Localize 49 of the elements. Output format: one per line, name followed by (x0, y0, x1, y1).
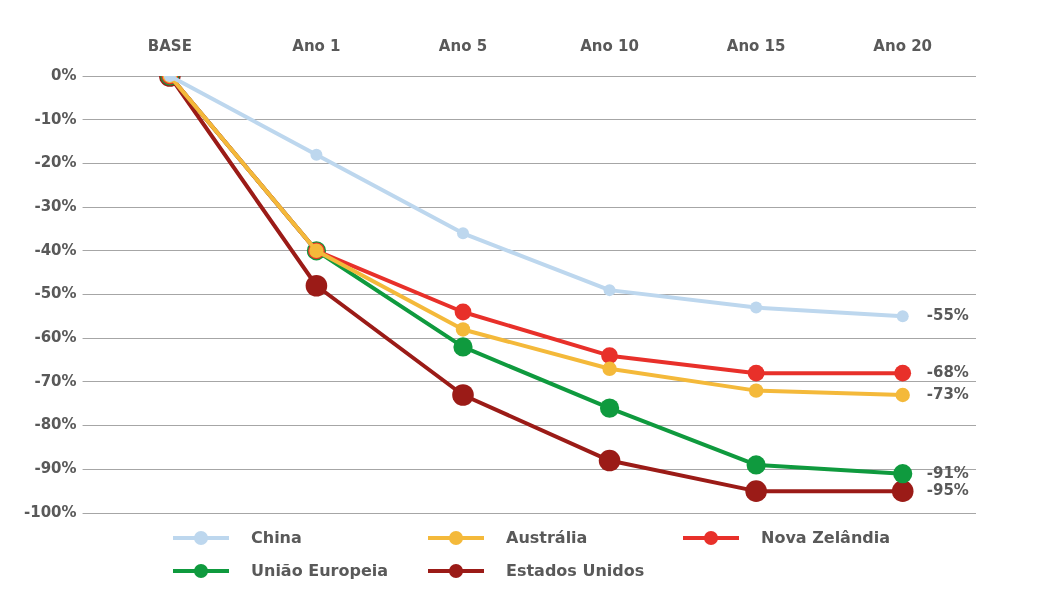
x-tick-label: Ano 10 (580, 36, 639, 55)
point (894, 364, 912, 382)
legend-label: China (251, 528, 302, 547)
y-tick-label: -70% (34, 371, 77, 390)
legend-label: Austrália (506, 528, 588, 547)
point (453, 337, 473, 357)
point (455, 322, 471, 337)
point (746, 455, 766, 475)
point (603, 284, 616, 297)
point (598, 449, 621, 472)
y-tick-label: -100% (23, 502, 77, 521)
y-tick-label: -50% (34, 284, 77, 303)
y-tick-label: -20% (34, 153, 77, 172)
y-tick-label: -10% (34, 109, 77, 128)
point (750, 301, 763, 314)
point (601, 347, 618, 365)
point (457, 227, 469, 240)
point (454, 303, 472, 321)
point (305, 274, 328, 297)
data-label: -55% (926, 306, 969, 325)
y-tick-label: -90% (34, 459, 77, 478)
x-tick-label: Ano 15 (726, 36, 786, 55)
legend-label: Estados Unidos (506, 561, 645, 580)
point (602, 361, 617, 376)
legend-label: Nova Zelândia (761, 528, 891, 547)
legend-label: União Europeia (251, 561, 389, 580)
point (748, 383, 764, 398)
point (747, 364, 765, 382)
data-label: -68% (926, 363, 969, 382)
y-tick-label: 0% (51, 65, 77, 84)
y-tick-label: -30% (34, 196, 77, 215)
point (599, 398, 620, 418)
y-tick-label: -80% (34, 415, 77, 434)
point (895, 387, 910, 403)
point (893, 464, 913, 484)
x-tick-label: BASE (147, 36, 192, 55)
data-label: -91% (926, 463, 969, 482)
x-tick-label: Ano 5 (438, 36, 488, 55)
data-label: -95% (926, 481, 969, 500)
point (452, 384, 474, 406)
x-tick-label: Ano 1 (292, 36, 341, 55)
point (745, 480, 767, 502)
y-tick-label: -40% (34, 240, 77, 259)
x-tick-label: Ano 20 (873, 36, 933, 55)
point (896, 310, 909, 323)
y-tick-label: -60% (34, 328, 77, 347)
point (891, 480, 914, 502)
point (310, 148, 323, 161)
data-label: -73% (926, 384, 969, 403)
